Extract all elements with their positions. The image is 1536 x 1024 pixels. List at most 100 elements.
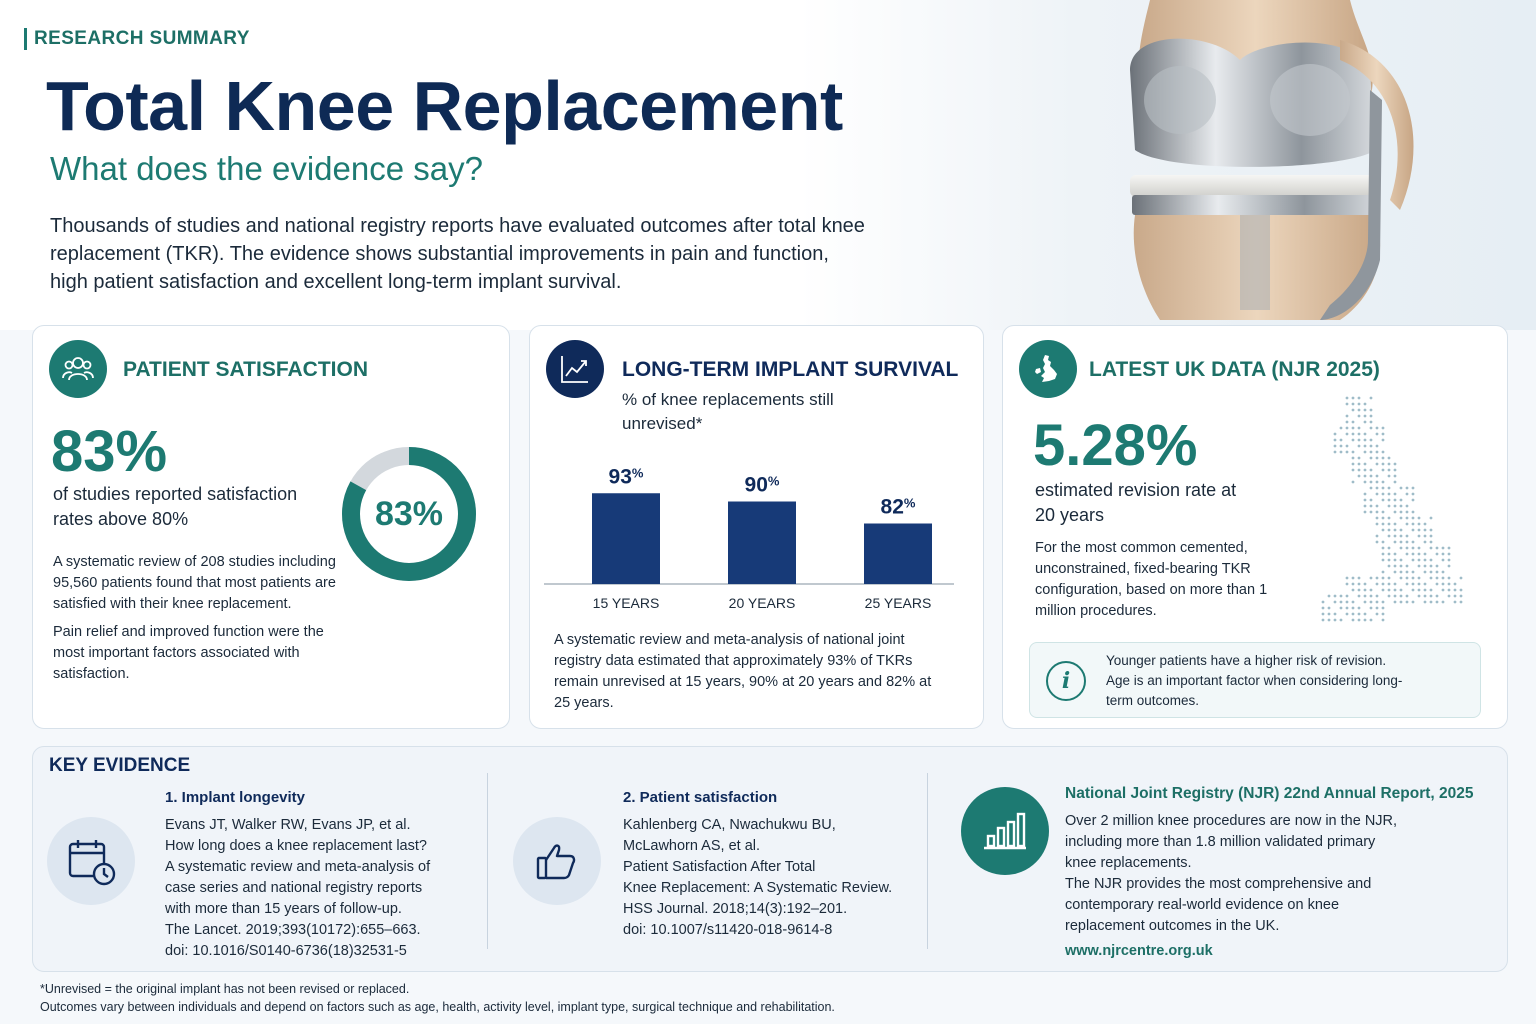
map-dot: [1321, 618, 1325, 622]
map-dot: [1399, 486, 1403, 490]
map-dot: [1351, 600, 1355, 604]
map-dot: [1441, 582, 1445, 586]
map-dot: [1351, 426, 1355, 430]
njr-website-link[interactable]: www.njrcentre.org.uk: [1065, 943, 1213, 959]
map-dot: [1459, 600, 1463, 604]
map-dot: [1381, 552, 1385, 556]
evidence-3-text: Over 2 million knee procedures are now i…: [1065, 813, 1398, 934]
map-dot: [1363, 402, 1367, 406]
map-dot: [1393, 498, 1397, 502]
map-dot: [1387, 564, 1391, 568]
implant-survival-card: LONG-TERM IMPLANT SURVIVAL % of knee rep…: [529, 325, 984, 729]
map-dot: [1405, 522, 1409, 526]
map-dot: [1369, 474, 1373, 478]
map-dot: [1399, 588, 1403, 592]
map-dot: [1363, 408, 1367, 412]
map-dot: [1357, 468, 1361, 472]
map-dot: [1423, 558, 1427, 562]
map-dot: [1369, 606, 1373, 610]
map-dot: [1429, 558, 1433, 562]
bar-value-label: 82%: [881, 496, 916, 519]
map-dot: [1351, 438, 1355, 442]
map-dot: [1369, 420, 1373, 424]
map-dot: [1399, 528, 1403, 532]
patient-satisfaction-card: PATIENT SATISFACTION 83% of studies repo…: [32, 325, 510, 729]
map-dot: [1387, 588, 1391, 592]
eyebrow-label: RESEARCH SUMMARY: [24, 28, 250, 50]
map-dot: [1405, 564, 1409, 568]
map-dot: [1357, 594, 1361, 598]
evidence-divider: [927, 773, 928, 949]
uk-paragraph: For the most common cemented, unconstrai…: [1035, 540, 1268, 619]
map-dot: [1375, 426, 1379, 430]
revision-rate-value: 5.28%: [1033, 413, 1198, 478]
map-dot: [1357, 432, 1361, 436]
map-dot: [1345, 582, 1349, 586]
map-dot: [1411, 516, 1415, 520]
map-dot: [1399, 516, 1403, 520]
map-dot: [1417, 582, 1421, 586]
map-dot: [1405, 600, 1409, 604]
map-dot: [1447, 594, 1451, 598]
bar-20-years: [728, 501, 796, 584]
footnote-unrevised: *Unrevised = the original implant has no…: [40, 982, 410, 996]
category-label: 20 YEARS: [729, 595, 796, 611]
map-dot: [1417, 522, 1421, 526]
map-dot: [1363, 504, 1367, 508]
map-dot: [1363, 618, 1367, 622]
map-dot: [1393, 582, 1397, 586]
map-dot: [1447, 552, 1451, 556]
map-dot: [1327, 612, 1331, 616]
map-dot: [1447, 558, 1451, 562]
map-dot: [1417, 552, 1421, 556]
map-dot: [1405, 552, 1409, 556]
map-dot: [1363, 480, 1367, 484]
map-dot: [1387, 594, 1391, 598]
map-dot: [1375, 456, 1379, 460]
map-dot: [1357, 408, 1361, 412]
map-dot: [1351, 468, 1355, 472]
map-dot: [1363, 468, 1367, 472]
map-dot: [1393, 474, 1397, 478]
map-dot: [1363, 450, 1367, 454]
map-dot: [1429, 576, 1433, 580]
map-dot: [1423, 540, 1427, 544]
map-dot: [1375, 582, 1379, 586]
map-dot: [1345, 612, 1349, 616]
survival-heading: LONG-TERM IMPLANT SURVIVAL: [622, 358, 959, 381]
map-dot: [1429, 516, 1433, 520]
map-dot: [1369, 456, 1373, 460]
map-dot: [1363, 600, 1367, 604]
map-dot: [1393, 588, 1397, 592]
map-dot: [1375, 504, 1379, 508]
map-dot: [1405, 594, 1409, 598]
map-dot: [1441, 576, 1445, 580]
map-dot: [1381, 480, 1385, 484]
map-dot: [1399, 570, 1403, 574]
map-dot: [1459, 594, 1463, 598]
map-dot: [1441, 546, 1445, 550]
map-dot: [1405, 504, 1409, 508]
map-dot: [1429, 570, 1433, 574]
map-dot: [1351, 582, 1355, 586]
map-dot: [1339, 600, 1343, 604]
map-dot: [1381, 540, 1385, 544]
bar-chart-icon: [961, 787, 1049, 875]
map-dot: [1453, 600, 1457, 604]
map-dot: [1423, 522, 1427, 526]
map-dot: [1381, 576, 1385, 580]
map-dot: [1351, 576, 1355, 580]
map-dot: [1453, 594, 1457, 598]
map-dot: [1351, 396, 1355, 400]
map-dot: [1345, 402, 1349, 406]
map-dot: [1339, 606, 1343, 610]
map-dot: [1399, 594, 1403, 598]
map-dot: [1387, 516, 1391, 520]
map-dot: [1393, 528, 1397, 532]
map-dot: [1387, 498, 1391, 502]
map-dot: [1387, 546, 1391, 550]
donut-arc: [342, 447, 476, 581]
map-dot: [1369, 498, 1373, 502]
map-dot: [1423, 528, 1427, 532]
map-dot: [1411, 540, 1415, 544]
